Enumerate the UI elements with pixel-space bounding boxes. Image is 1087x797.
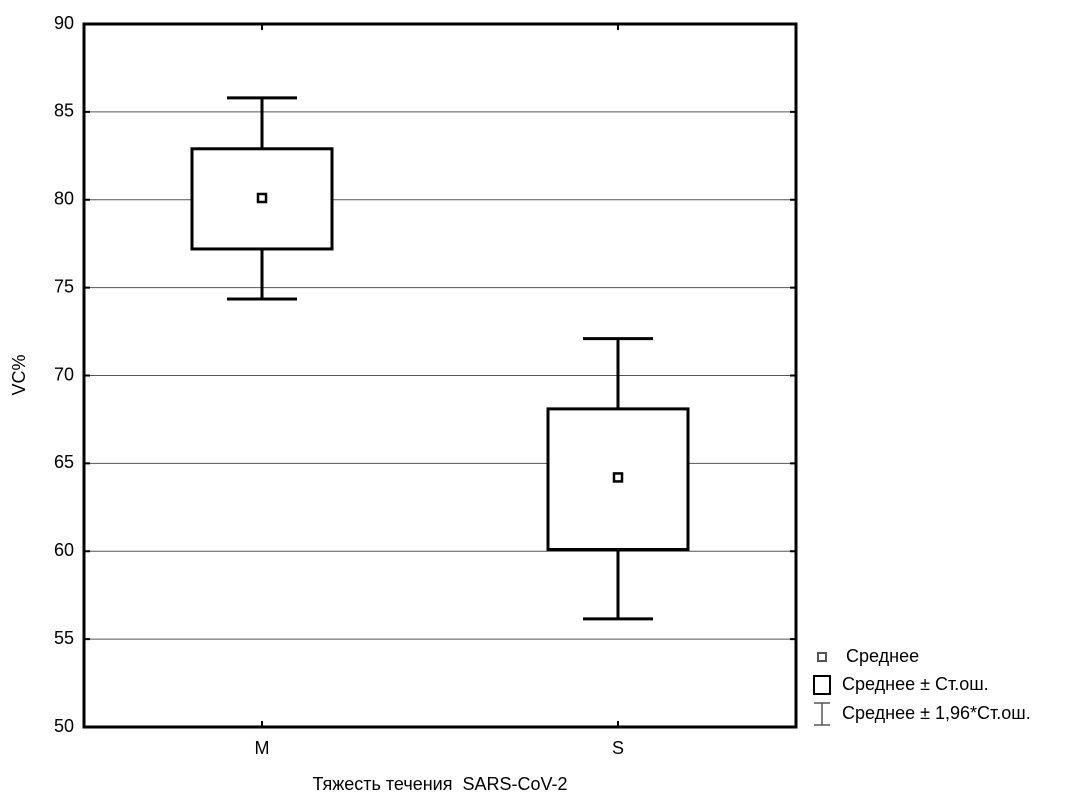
x-axis-label: Тяжесть течения SARS-CoV-2 bbox=[312, 774, 567, 794]
legend-label: Среднее bbox=[846, 646, 919, 666]
legend-icon bbox=[813, 675, 831, 695]
y-tick-label: 55 bbox=[54, 628, 74, 648]
y-tick-label: 80 bbox=[54, 189, 74, 209]
y-tick-label: 60 bbox=[54, 540, 74, 560]
legend-icon bbox=[817, 652, 827, 662]
y-tick-label: 70 bbox=[54, 364, 74, 384]
mean-marker bbox=[256, 192, 268, 204]
x-tick-label: M bbox=[255, 738, 270, 758]
y-axis-label: VC% bbox=[9, 354, 29, 395]
y-tick-label: 75 bbox=[54, 276, 74, 296]
plot-border bbox=[82, 22, 798, 729]
y-tick-label: 50 bbox=[54, 716, 74, 736]
legend-label: Среднее ± 1,96*Ст.ош. bbox=[842, 703, 1031, 723]
mean-marker bbox=[612, 472, 624, 483]
y-tick-label: 65 bbox=[54, 452, 74, 472]
legend-label: Среднее ± Ст.ош. bbox=[842, 674, 989, 694]
y-tick-label: 85 bbox=[54, 101, 74, 121]
y-tick-label: 90 bbox=[54, 13, 74, 33]
x-tick-label: S bbox=[612, 738, 624, 758]
